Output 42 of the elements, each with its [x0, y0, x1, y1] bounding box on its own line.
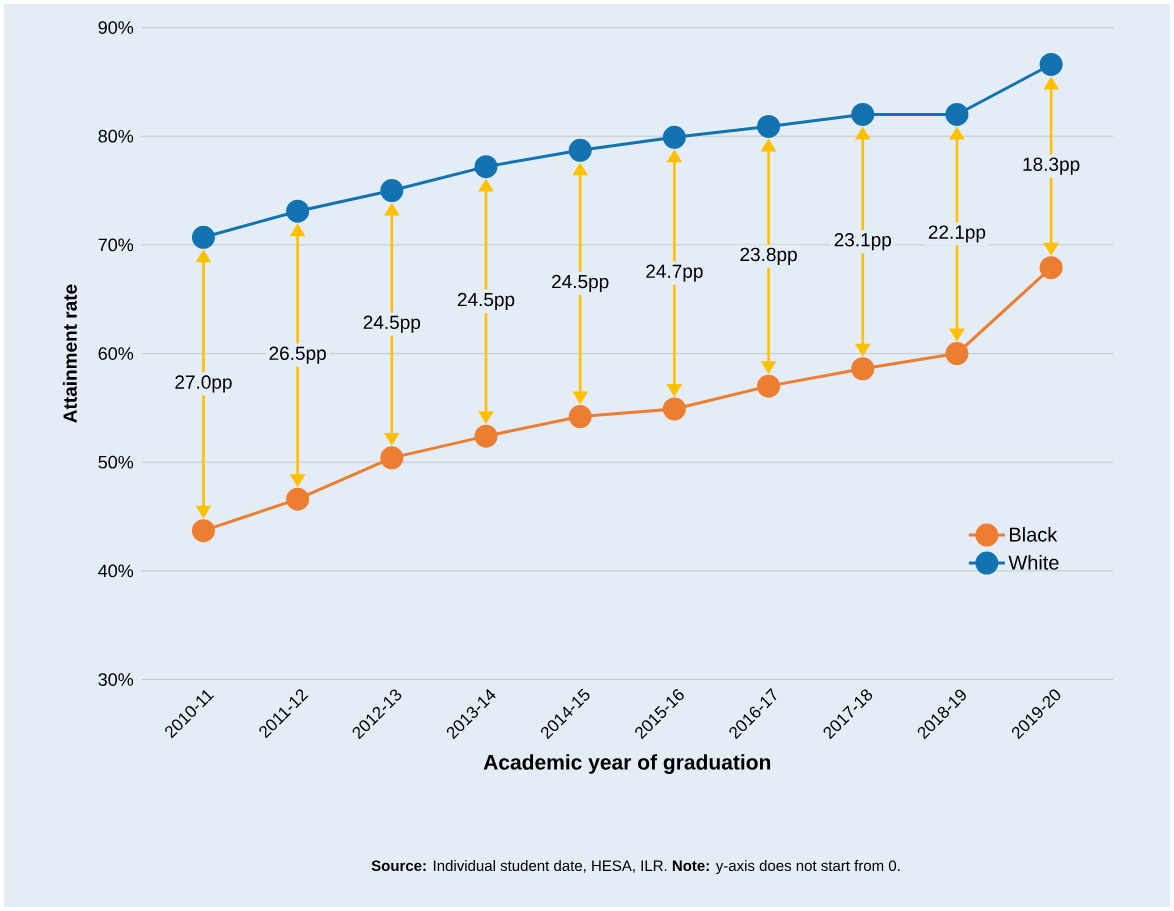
annotation: 24.5pp — [552, 274, 609, 293]
point — [945, 342, 969, 366]
y-tick-label: 70% — [98, 238, 134, 252]
point — [1039, 52, 1063, 76]
y-tick-label: 30% — [98, 673, 134, 686]
annotation: 18.3pp — [1023, 157, 1080, 175]
point — [568, 405, 592, 429]
point — [757, 114, 781, 138]
y-axis-title: Attainment rate — [62, 284, 77, 423]
point — [286, 487, 310, 511]
point — [474, 155, 498, 179]
y-tick-label: 50% — [98, 455, 134, 469]
x-axis-title: Academic year of graduation — [483, 754, 771, 774]
annotation: 27.0pp — [175, 375, 232, 393]
point — [191, 519, 215, 543]
point — [851, 102, 875, 126]
annotation: 23.8pp — [740, 247, 797, 265]
y-tick-label: 80% — [98, 129, 134, 143]
point — [568, 138, 592, 162]
annotation: 26.5pp — [269, 346, 326, 364]
point — [851, 357, 875, 381]
point — [662, 125, 686, 149]
point — [757, 374, 781, 398]
legend-label: Black — [1010, 527, 1058, 542]
annotation: 24.5pp — [457, 292, 515, 310]
annotation: 22.1pp — [928, 225, 986, 243]
y-tick-label: 40% — [98, 564, 134, 578]
point — [945, 102, 969, 126]
point — [286, 199, 310, 223]
point — [662, 397, 686, 421]
y-tick-label: 60% — [98, 347, 134, 360]
point — [191, 225, 215, 249]
point — [1039, 256, 1063, 280]
text: Source: Individual student date, HESA, ILR. Note: y-axis does not start from 0. — [371, 860, 900, 874]
point — [474, 424, 498, 448]
point — [380, 179, 404, 203]
annotation: 23.1pp — [834, 233, 892, 251]
legend-label: White — [1008, 555, 1059, 570]
y-tick-label: 90% — [98, 21, 134, 34]
point — [380, 446, 404, 470]
annotation: 24.5pp — [363, 315, 421, 333]
annotation: 24.7pp — [646, 264, 703, 282]
